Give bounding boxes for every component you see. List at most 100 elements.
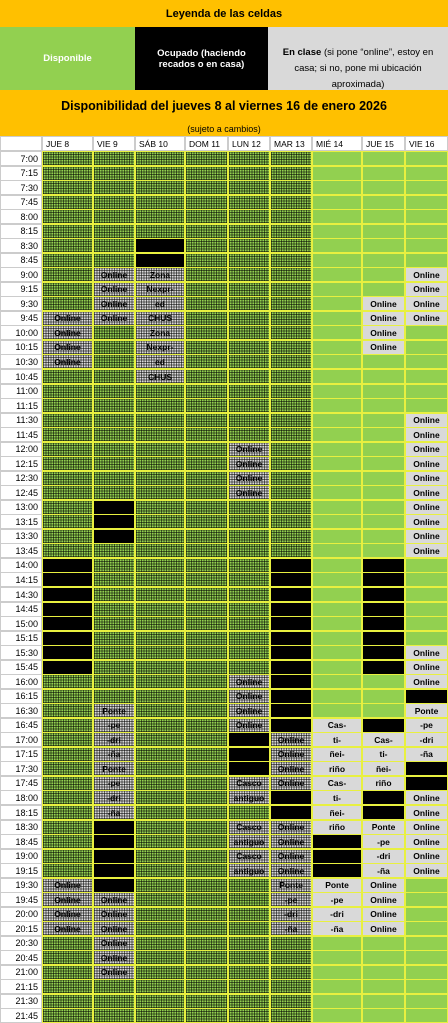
- free-cell: [42, 863, 93, 879]
- free-cell: [405, 616, 448, 632]
- free-cell: [270, 427, 312, 443]
- day-header: LUN 12: [228, 136, 270, 151]
- class-cell: Nexpr-: [135, 281, 185, 297]
- free-cell: [270, 165, 312, 181]
- class-cell: Online: [228, 674, 270, 690]
- time-label: 20:00: [0, 906, 42, 922]
- free-cell: [185, 775, 228, 791]
- class-cell: -pe: [270, 892, 312, 908]
- free-cell: [312, 223, 362, 239]
- free-cell: [135, 993, 185, 1009]
- class-cell: Online: [270, 746, 312, 762]
- free-cell: [405, 398, 448, 414]
- busy-cell: [270, 630, 312, 646]
- class-cell: Online: [228, 688, 270, 704]
- free-cell: [270, 180, 312, 196]
- class-cell: Online: [270, 775, 312, 791]
- class-cell: Online: [362, 877, 405, 893]
- free-cell: [270, 499, 312, 515]
- schedule-subtitle: (sujeto a cambios): [0, 122, 448, 136]
- busy-cell: [362, 630, 405, 646]
- free-cell: [270, 296, 312, 312]
- class-cell: Online: [42, 892, 93, 908]
- free-cell: [185, 441, 228, 457]
- free-cell: [42, 398, 93, 414]
- class-cell: Online: [93, 921, 135, 937]
- free-cell: [270, 950, 312, 966]
- free-cell: [362, 412, 405, 428]
- free-cell: [135, 732, 185, 748]
- class-cell: riño: [312, 761, 362, 777]
- class-cell: Online: [93, 267, 135, 283]
- free-cell: [93, 223, 135, 239]
- free-cell: [42, 848, 93, 864]
- class-cell: Ponte: [312, 877, 362, 893]
- busy-cell: [270, 587, 312, 603]
- free-cell: [135, 180, 185, 196]
- time-label: 19:30: [0, 877, 42, 893]
- free-cell: [135, 834, 185, 850]
- busy-cell: [362, 645, 405, 661]
- free-cell: [312, 964, 362, 980]
- time-label: 16:00: [0, 674, 42, 690]
- legend-title: Leyenda de las celdas: [0, 0, 448, 27]
- free-cell: [362, 151, 405, 167]
- free-cell: [42, 775, 93, 791]
- free-cell: [228, 979, 270, 995]
- free-cell: [270, 514, 312, 530]
- free-cell: [312, 950, 362, 966]
- class-cell: Online: [405, 456, 448, 472]
- free-cell: [312, 427, 362, 443]
- time-label: 20:45: [0, 950, 42, 966]
- class-cell: ti-: [312, 790, 362, 806]
- free-cell: [185, 601, 228, 617]
- free-cell: [93, 427, 135, 443]
- free-cell: [93, 456, 135, 472]
- busy-cell: [362, 790, 405, 806]
- busy-cell: [270, 703, 312, 719]
- free-cell: [312, 151, 362, 167]
- schedule-title: Disponibilidad del jueves 8 al viernes 1…: [0, 90, 448, 122]
- busy-cell: [270, 659, 312, 675]
- free-cell: [185, 1008, 228, 1023]
- class-cell: Online: [270, 848, 312, 864]
- free-cell: [135, 1008, 185, 1023]
- free-cell: [228, 805, 270, 821]
- class-cell: -dri: [93, 790, 135, 806]
- free-cell: [135, 427, 185, 443]
- free-cell: [42, 456, 93, 472]
- free-cell: [405, 1008, 448, 1023]
- free-cell: [185, 325, 228, 341]
- busy-cell: [42, 616, 93, 632]
- free-cell: [93, 325, 135, 341]
- free-cell: [405, 935, 448, 951]
- free-cell: [270, 310, 312, 326]
- free-cell: [405, 572, 448, 588]
- class-cell: Ponte: [362, 819, 405, 835]
- class-cell: ñei-: [312, 805, 362, 821]
- free-cell: [185, 645, 228, 661]
- free-cell: [93, 441, 135, 457]
- free-cell: [135, 979, 185, 995]
- free-cell: [405, 383, 448, 399]
- free-cell: [185, 950, 228, 966]
- free-cell: [185, 616, 228, 632]
- free-cell: [312, 630, 362, 646]
- free-cell: [228, 339, 270, 355]
- busy-cell: [312, 863, 362, 879]
- class-cell: Online: [42, 325, 93, 341]
- free-cell: [135, 935, 185, 951]
- class-cell: Online: [405, 848, 448, 864]
- free-cell: [228, 993, 270, 1009]
- class-cell: Online: [270, 732, 312, 748]
- class-cell: Online: [405, 514, 448, 530]
- free-cell: [93, 354, 135, 370]
- free-cell: [312, 398, 362, 414]
- busy-cell: [362, 616, 405, 632]
- free-cell: [405, 180, 448, 196]
- time-label: 18:30: [0, 819, 42, 835]
- free-cell: [228, 921, 270, 937]
- free-cell: [228, 281, 270, 297]
- free-cell: [185, 369, 228, 385]
- time-label: 21:00: [0, 964, 42, 980]
